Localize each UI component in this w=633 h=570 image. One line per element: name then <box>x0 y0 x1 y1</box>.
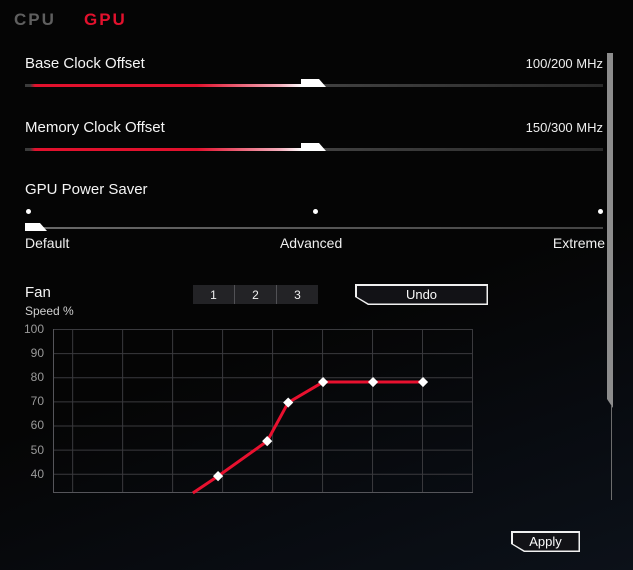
fan-profile-button-group: 1 2 3 <box>193 285 318 304</box>
fan-curve-y-tick-label: 60 <box>30 418 44 433</box>
base-clock-offset-value: 100/200 MHz <box>525 56 603 71</box>
fan-curve-y-tick-label: 100 <box>23 322 44 336</box>
power-saver-option-extreme[interactable]: Extreme <box>552 235 605 251</box>
gpu-power-saver-slider[interactable] <box>25 227 603 229</box>
power-saver-options: Default Advanced Extreme <box>25 235 605 251</box>
gpu-power-saver-row: GPU Power Saver <box>25 181 603 198</box>
fan-curve-point[interactable] <box>417 376 429 388</box>
apply-button[interactable]: Apply <box>511 531 580 552</box>
fan-curve-chart[interactable]: 100 90 80 70 60 50 40 <box>24 322 473 495</box>
memory-clock-offset-row: Memory Clock Offset 150/300 MHz <box>25 119 603 136</box>
memory-clock-offset-label: Memory Clock Offset <box>25 119 165 136</box>
memory-clock-offset-slider[interactable] <box>25 143 603 151</box>
fan-profile-1-button[interactable]: 1 <box>210 287 217 302</box>
base-clock-offset-handle[interactable] <box>301 79 326 87</box>
memory-clock-offset-value: 150/300 MHz <box>525 120 603 135</box>
power-saver-stop-advanced-dot[interactable] <box>313 209 318 214</box>
fan-curve-y-tick-label: 90 <box>30 346 44 361</box>
base-clock-offset-row: Base Clock Offset 100/200 MHz <box>25 55 603 72</box>
fan-curve-plot[interactable] <box>53 329 473 495</box>
tab-cpu[interactable]: CPU <box>14 10 56 29</box>
undo-button[interactable]: Undo <box>355 284 488 305</box>
fan-profile-3-button[interactable]: 3 <box>276 285 318 304</box>
fan-section-title: Fan <box>25 284 51 301</box>
base-clock-offset-fill <box>25 84 302 87</box>
gpu-power-saver-handle[interactable] <box>25 223 47 231</box>
tab-gpu[interactable]: GPU <box>84 10 127 29</box>
fan-curve-point[interactable] <box>262 436 273 447</box>
scrollbar-track-line <box>611 405 612 500</box>
fan-curve-y-tick-label: 80 <box>30 370 44 385</box>
gpu-power-saver-label: GPU Power Saver <box>25 181 148 198</box>
power-saver-stop-default-dot[interactable] <box>26 209 31 214</box>
scrollbar-thumb[interactable] <box>607 53 613 408</box>
power-saver-option-advanced[interactable]: Advanced <box>279 235 343 251</box>
power-saver-option-default[interactable]: Default <box>25 235 70 251</box>
base-clock-offset-label: Base Clock Offset <box>25 55 145 72</box>
fan-speed-axis-label: Speed % <box>25 304 74 318</box>
memory-clock-offset-handle[interactable] <box>301 143 326 151</box>
fan-curve-point[interactable] <box>283 397 294 408</box>
fan-profile-2-button[interactable]: 2 <box>234 285 276 304</box>
fan-curve-y-tick-label: 70 <box>30 394 44 409</box>
fan-curve-y-tick-label: 50 <box>30 442 44 457</box>
fan-curve-point[interactable] <box>367 376 379 388</box>
apply-button-label: Apply <box>513 533 579 551</box>
memory-clock-offset-fill <box>25 148 302 151</box>
base-clock-offset-slider[interactable] <box>25 79 603 87</box>
fan-curve-y-tick-label: 40 <box>30 466 44 481</box>
undo-button-label: Undo <box>357 286 487 304</box>
power-saver-stop-extreme-dot[interactable] <box>598 209 603 214</box>
